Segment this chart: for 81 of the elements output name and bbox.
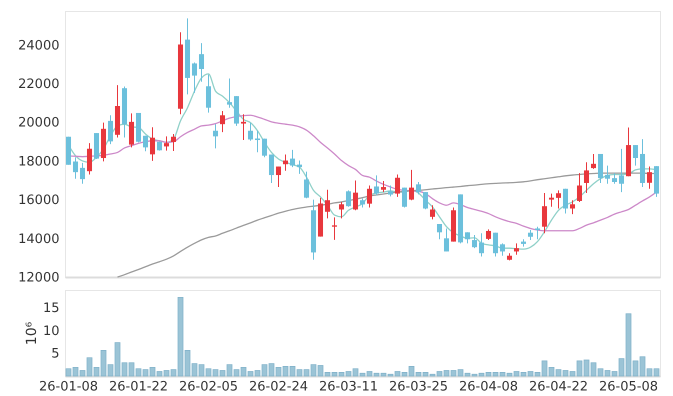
- candlestick: [198, 42, 204, 82]
- candlestick: [500, 242, 506, 256]
- candlestick: [444, 228, 450, 252]
- x-tick-label: 26-04-08: [458, 380, 518, 394]
- candlestick: [604, 165, 610, 184]
- candlestick: [192, 62, 198, 94]
- candlestick: [248, 122, 254, 142]
- candlestick: [590, 153, 596, 170]
- candlestick: [142, 135, 148, 152]
- candlestick: [226, 78, 232, 108]
- y-tick-label: 10: [42, 324, 60, 339]
- candlestick: [374, 174, 380, 196]
- candlestick: [304, 171, 310, 199]
- candlestick: [164, 136, 170, 152]
- x-tick-label: 26-05-08: [598, 380, 658, 394]
- candlestick: [338, 201, 344, 219]
- y-tick-label: 22000: [18, 77, 60, 92]
- candlestick: [570, 200, 576, 215]
- candlestick: [296, 160, 302, 174]
- candlestick: [206, 74, 212, 114]
- candlestick: [402, 187, 408, 208]
- candlestick: [212, 124, 218, 149]
- x-tick-label: 26-02-05: [178, 380, 238, 394]
- candlestick: [324, 189, 330, 219]
- candlestick: [408, 169, 414, 201]
- candlestick: [612, 172, 618, 184]
- candlestick: [352, 180, 358, 211]
- candlestick: [346, 190, 352, 208]
- candlestick: [514, 242, 520, 256]
- candlestick: [108, 114, 114, 145]
- candlestick: [150, 126, 156, 162]
- candlestick: [416, 182, 422, 195]
- candlestick: [254, 130, 260, 153]
- candlestick: [492, 232, 498, 257]
- candlestick: [394, 174, 400, 198]
- candlestick: [128, 112, 134, 148]
- candlestick: [486, 228, 492, 241]
- x-tick-label: 26-01-08: [38, 380, 98, 394]
- candlestick: [262, 138, 268, 158]
- candlestick: [472, 234, 478, 249]
- x-tick-label: 26-04-22: [528, 380, 588, 394]
- y-tick-label: 20000: [18, 116, 60, 131]
- candlestick: [86, 142, 92, 175]
- x-tick-label: 26-03-11: [318, 380, 378, 394]
- candlestick: [576, 172, 582, 202]
- candlestick: [422, 192, 428, 210]
- candlestick: [282, 154, 288, 172]
- y-tick-label: 16000: [18, 193, 60, 208]
- y-tick-label: 14000: [18, 232, 60, 247]
- candlestick: [380, 180, 386, 193]
- y-tick-label: 15: [42, 300, 60, 316]
- x-tick-label: 26-01-22: [108, 380, 168, 394]
- candlestick: [170, 134, 176, 152]
- candlestick: [80, 162, 86, 184]
- candlestick: [542, 192, 548, 234]
- candlestick: [556, 190, 562, 210]
- candlestick: [584, 162, 590, 194]
- candlestick: [548, 193, 554, 208]
- candlestick: [366, 184, 372, 208]
- candlestick: [430, 204, 436, 220]
- y-tick-label: 18000: [18, 154, 60, 170]
- y-tick-label: 5: [51, 346, 60, 362]
- x-tick-label: 26-03-25: [388, 380, 448, 394]
- x-tick-label: 26-02-24: [248, 380, 308, 394]
- candlestick: [220, 110, 226, 133]
- candlestick: [618, 148, 624, 193]
- candlestick: [436, 223, 442, 240]
- candlestick: [72, 156, 78, 180]
- y-axis-title: 10⁶: [24, 321, 40, 346]
- candlestick: [478, 232, 484, 257]
- candlestick: [534, 226, 540, 240]
- candlestick: [276, 166, 282, 188]
- y-tick-label: 24000: [18, 38, 60, 54]
- candlestick: [388, 184, 394, 197]
- y-tick-label: 12000: [18, 270, 60, 286]
- candlestick: [632, 144, 638, 166]
- candlestick: [528, 229, 534, 241]
- candlestick: [290, 149, 296, 168]
- candlestick: [268, 154, 274, 184]
- candlestick: [562, 188, 568, 214]
- candlestick: [646, 166, 652, 190]
